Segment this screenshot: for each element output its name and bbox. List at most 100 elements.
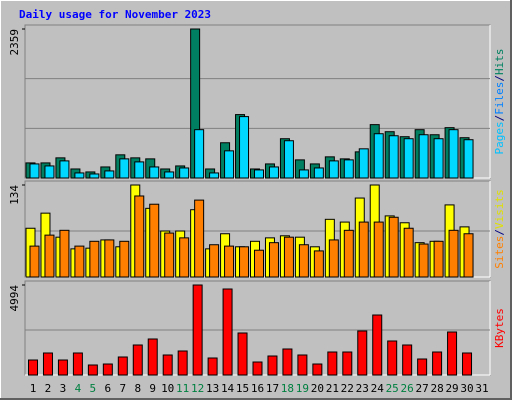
x-tick-label: 27 (416, 382, 429, 395)
bar (192, 284, 203, 376)
x-tick-label: 6 (105, 382, 112, 395)
bar (179, 237, 190, 278)
bar (239, 246, 250, 278)
legend-entry: KBytes (493, 308, 506, 348)
x-tick-label: 31 (475, 382, 488, 395)
x-tick-label: 30 (460, 382, 473, 395)
bar (29, 245, 40, 278)
x-tick-label: 8 (134, 382, 141, 395)
bar (117, 356, 128, 376)
bar (164, 232, 175, 278)
bar (239, 116, 250, 179)
bar (177, 350, 188, 376)
bar (433, 138, 444, 179)
bar (134, 195, 145, 278)
legend-entry: Pages (493, 121, 506, 154)
bar (283, 140, 294, 179)
bar (104, 239, 115, 278)
bar (254, 249, 264, 278)
x-tick-label: 22 (341, 382, 354, 395)
bar (418, 243, 429, 278)
bar (149, 166, 160, 179)
bar (268, 242, 279, 278)
bar (463, 233, 474, 278)
y-tick-label: 134 (8, 185, 21, 205)
bar (358, 148, 369, 179)
bar (102, 363, 113, 376)
axis-legend: Pages/Files/Hits (493, 49, 506, 155)
bar (224, 150, 235, 179)
bar (327, 351, 338, 376)
bar (252, 361, 263, 376)
legend-entry: Sites (493, 236, 506, 269)
bar (89, 240, 100, 278)
y-tick-label: 4994 (8, 285, 21, 312)
bar (149, 203, 160, 278)
x-tick-label: 25 (386, 382, 399, 395)
bar (224, 245, 235, 278)
bar (357, 330, 368, 376)
bar (403, 227, 414, 278)
legend-separator: / (493, 115, 506, 122)
bar (343, 159, 354, 179)
bar (298, 244, 309, 278)
bar (418, 134, 429, 179)
x-tick-label: 18 (281, 382, 294, 395)
x-tick-label: 14 (221, 382, 235, 395)
bar (44, 234, 55, 278)
x-tick-label: 17 (266, 382, 279, 395)
bar (282, 348, 293, 376)
bar (194, 199, 205, 278)
bar (74, 172, 85, 179)
x-tick-label: 16 (251, 382, 264, 395)
x-tick-label: 9 (149, 382, 156, 395)
bar (328, 239, 339, 278)
bar (283, 236, 294, 278)
bar (29, 163, 40, 179)
x-tick-label: 12 (191, 382, 204, 395)
x-tick-label: 5 (90, 382, 97, 395)
legend-separator: / (493, 229, 506, 236)
bar (207, 357, 218, 376)
bar (147, 338, 158, 376)
bar (132, 344, 143, 376)
x-tick-label: 21 (326, 382, 339, 395)
bar (254, 169, 264, 179)
bar (463, 139, 474, 179)
bar (342, 351, 353, 376)
bar (119, 240, 130, 278)
bar (267, 355, 278, 376)
legend-entry: Visits (493, 189, 506, 229)
x-tick-label: 1 (30, 382, 37, 395)
bar (358, 221, 369, 278)
bar (134, 161, 145, 179)
legend-entry: Hits (493, 49, 506, 76)
bar (268, 166, 279, 179)
x-tick-label: 13 (206, 382, 219, 395)
bar (328, 160, 339, 179)
bar (373, 221, 384, 278)
bar (119, 158, 130, 179)
bar (59, 229, 70, 278)
bar (387, 340, 398, 376)
x-tick-label: 19 (296, 382, 309, 395)
x-tick-label: 2 (45, 382, 52, 395)
x-tick-label: 20 (311, 382, 324, 395)
bar (57, 359, 68, 376)
bar (313, 167, 324, 179)
bar (343, 229, 354, 278)
x-tick-label: 23 (356, 382, 369, 395)
bar (104, 170, 115, 179)
bar (89, 173, 100, 179)
bar (59, 160, 70, 179)
bar (162, 354, 173, 376)
bar (402, 344, 413, 376)
axis-legend: KBytes (493, 308, 506, 348)
bar (433, 240, 444, 278)
legend-entry: Files (493, 82, 506, 115)
bar (448, 229, 459, 278)
bar (432, 351, 443, 376)
bar (209, 172, 220, 179)
x-tick-label: 26 (401, 382, 414, 395)
